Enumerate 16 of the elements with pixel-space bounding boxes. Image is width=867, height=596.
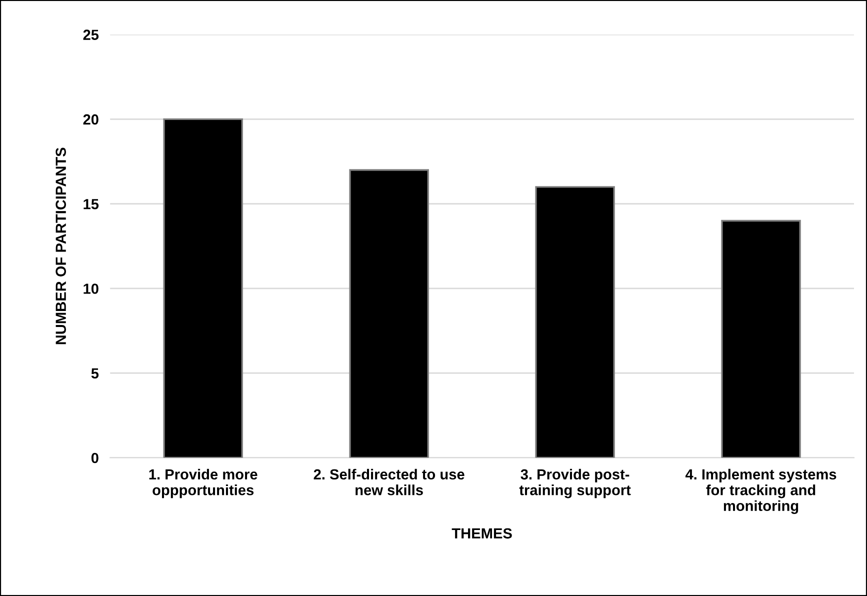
x-tick-label: 2. Self-directed to use new skills <box>314 468 464 496</box>
y-tick-label: 5 <box>91 368 99 379</box>
x-axis-title: THEMES <box>452 528 512 539</box>
y-tick-label: 15 <box>84 199 99 210</box>
y-axis-title: NUMBER OF PARTICIPANTS <box>56 148 66 344</box>
bar <box>349 169 429 458</box>
y-tick-label: 25 <box>83 30 99 40</box>
bar <box>721 220 801 458</box>
y-tick-label: 20 <box>83 114 98 125</box>
x-tick-label: 3. Provide post- training support <box>519 468 631 498</box>
y-tick-label: 10 <box>84 284 98 294</box>
bar <box>535 186 615 458</box>
x-tick-label: 4. Implement systems for tracking and monitoring <box>685 468 836 514</box>
bar <box>163 118 243 458</box>
y-tick-label: 0 <box>91 452 98 464</box>
x-tick-label: 1. Provide more oppportunities <box>149 468 258 498</box>
